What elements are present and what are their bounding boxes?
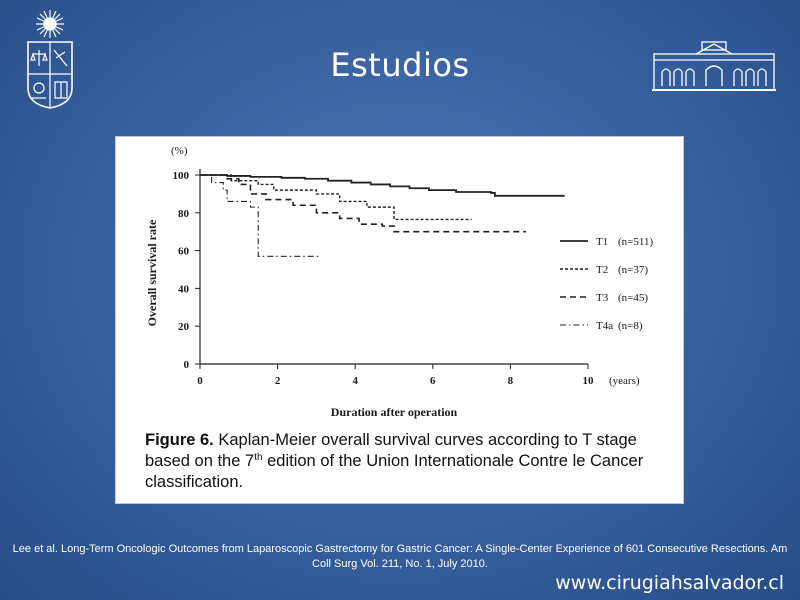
citation-line-2: Coll Surg Vol. 211, No. 1, July 2010. bbox=[312, 558, 488, 570]
figure-label: Figure 6. bbox=[145, 431, 214, 449]
series-line-t4a bbox=[200, 174, 321, 257]
figure-caption: Figure 6. Kaplan-Meier overall survival … bbox=[145, 430, 675, 493]
y-tick-label: 60 bbox=[178, 246, 190, 258]
citation-line-1: Lee et al. Long-Term Oncologic Outcomes … bbox=[12, 543, 788, 555]
series-line-t3 bbox=[200, 174, 526, 233]
x-tick-label: 10 bbox=[583, 375, 595, 387]
y-unit-label: (%) bbox=[171, 145, 188, 157]
x-tick-label: 8 bbox=[508, 375, 514, 387]
figure-panel: 0 20 40 60 80 100 0 2 4 6 8 10 T1 (n=511) T2 (n=37) T3 (… bbox=[115, 136, 684, 504]
x-axis-title: Duration after operation bbox=[331, 405, 458, 419]
legend-count-t1: (n=511) bbox=[618, 236, 653, 248]
kaplan-meier-chart: 0 20 40 60 80 100 0 2 4 6 8 10 T1 (n=511) T2 (n=37) T3 (… bbox=[145, 145, 653, 419]
x-tick-label: 4 bbox=[352, 375, 358, 387]
caption-text-1: Kaplan-Meier overall survival curves acc… bbox=[145, 431, 637, 470]
x-tick-label: 2 bbox=[275, 375, 281, 387]
y-tick-label: 100 bbox=[173, 170, 190, 182]
caption-text-2: edition of the Union Internationale Cont… bbox=[145, 452, 644, 491]
legend-label-t1: T1 bbox=[596, 236, 608, 248]
hospital-building-icon bbox=[652, 41, 776, 91]
y-tick-label: 80 bbox=[178, 208, 190, 220]
y-axis-title: Overall survival rate bbox=[145, 219, 159, 326]
legend-count-t3: (n=45) bbox=[618, 292, 648, 304]
series-line-t2 bbox=[200, 174, 472, 221]
y-tick-label: 20 bbox=[178, 321, 190, 333]
y-tick-label: 40 bbox=[178, 283, 190, 295]
legend-count-t4a: (n=8) bbox=[618, 320, 643, 332]
legend-label-t2: T2 bbox=[596, 264, 608, 276]
university-crest-icon bbox=[27, 10, 73, 109]
website-url[interactable]: www.cirugiahsalvador.cl bbox=[555, 572, 784, 594]
series-line-t1 bbox=[200, 174, 565, 197]
caption-superscript: th bbox=[254, 452, 263, 463]
x-tick-label: 6 bbox=[430, 375, 436, 387]
slide-title: Estudios bbox=[330, 46, 470, 84]
legend-count-t2: (n=37) bbox=[618, 264, 648, 276]
citation: Lee et al. Long-Term Oncologic Outcomes … bbox=[0, 542, 800, 572]
x-unit-label: (years) bbox=[609, 375, 640, 387]
legend-label-t4a: T4a bbox=[596, 320, 613, 332]
legend-label-t3: T3 bbox=[596, 292, 609, 304]
x-tick-label: 0 bbox=[197, 375, 203, 387]
y-tick-label: 0 bbox=[184, 359, 190, 371]
